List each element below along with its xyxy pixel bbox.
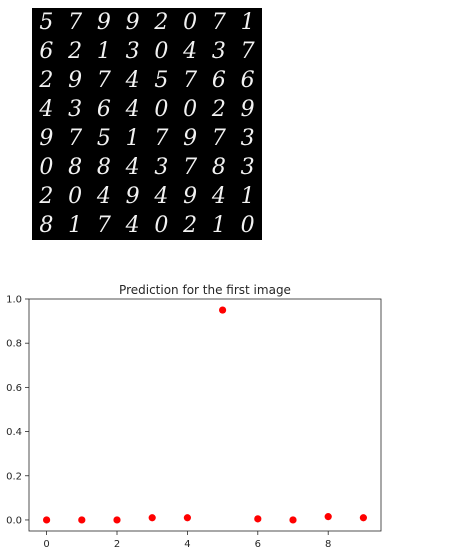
- digit-cell: 0: [183, 9, 198, 35]
- digit-cell: 6: [39, 38, 54, 64]
- digit-cell: 5: [39, 9, 54, 35]
- digit-cell: 4: [125, 96, 140, 122]
- data-point: [219, 306, 227, 314]
- digit-cell: 3: [240, 125, 255, 151]
- x-tick-label: 8: [325, 539, 331, 550]
- y-axis-ticks: 0.0 0.2 0.4 0.6 0.8 1.0: [6, 295, 29, 526]
- data-point: [324, 513, 332, 521]
- chart-title: Prediction for the first image: [119, 283, 291, 297]
- digit-cell: 4: [154, 183, 169, 209]
- digit-cell: 7: [240, 38, 255, 64]
- digit-cell: 0: [154, 212, 169, 238]
- digit-cell: 7: [211, 9, 226, 35]
- data-points: [43, 306, 367, 524]
- data-point: [254, 515, 262, 523]
- x-tick-label: 4: [184, 539, 190, 550]
- digit-cell: 9: [183, 125, 198, 151]
- digit-cell: 5: [154, 67, 169, 93]
- data-point: [78, 516, 86, 524]
- data-point: [43, 516, 51, 524]
- digit-cell: 1: [240, 9, 255, 35]
- digit-cell: 4: [96, 183, 111, 209]
- digit-cell: 4: [125, 212, 140, 238]
- digit-cell: 2: [68, 38, 83, 64]
- y-tick-label: 0.8: [6, 339, 22, 350]
- prediction-chart: Prediction for the first image 0 2 4 6 8 0.0…: [6, 283, 382, 550]
- data-point: [148, 514, 156, 522]
- digit-cell: 7: [68, 125, 83, 151]
- digit-cell: 1: [211, 212, 226, 238]
- digit-cell: 2: [39, 183, 54, 209]
- y-tick-label: 0.4: [6, 427, 22, 438]
- digit-cell: 9: [183, 183, 198, 209]
- digit-cell: 0: [240, 212, 255, 238]
- digit-cell: 0: [183, 96, 198, 122]
- digit-cell: 4: [125, 67, 140, 93]
- digit-cell: 6: [211, 67, 226, 93]
- digit-cell: 8: [39, 212, 54, 238]
- data-point: [113, 516, 121, 524]
- digit-cell: 2: [39, 67, 54, 93]
- x-tick-label: 6: [255, 539, 261, 550]
- y-tick-label: 1.0: [6, 295, 22, 306]
- x-tick-label: 0: [43, 539, 49, 550]
- y-tick-label: 0.6: [6, 383, 22, 394]
- digit-cell: 7: [68, 9, 83, 35]
- y-tick-label: 0.0: [6, 515, 22, 526]
- plot-frame: [28, 298, 382, 532]
- digit-cell: 7: [154, 125, 169, 151]
- data-point: [183, 514, 191, 522]
- digit-cell: 4: [211, 183, 226, 209]
- x-axis-ticks: 0 2 4 6 8: [43, 531, 331, 550]
- digit-cell: 9: [125, 183, 140, 209]
- digit-cell: 3: [211, 38, 226, 64]
- digit-cell: 6: [240, 67, 255, 93]
- y-tick-label: 0.2: [6, 471, 22, 482]
- digit-cell: 9: [240, 96, 255, 122]
- digit-cell: 2: [211, 96, 226, 122]
- digit-cell: 1: [96, 38, 111, 64]
- digit-cell: 1: [240, 183, 255, 209]
- digit-cell: 7: [96, 212, 111, 238]
- digit-cell: 6: [96, 96, 111, 122]
- digit-cell: 0: [68, 183, 83, 209]
- x-tick-label: 2: [114, 539, 120, 550]
- digit-cell: 4: [39, 96, 54, 122]
- digit-cell: 5: [96, 125, 111, 151]
- digit-cell: 3: [240, 154, 255, 180]
- digit-cell: 8: [96, 154, 111, 180]
- digit-cell: 3: [68, 96, 83, 122]
- digit-cell: 3: [125, 38, 140, 64]
- digit-cell: 3: [154, 154, 169, 180]
- digit-cell: 7: [211, 125, 226, 151]
- data-point: [289, 516, 297, 524]
- digit-cell: 4: [183, 38, 198, 64]
- digit-cell: 7: [183, 67, 198, 93]
- digit-cell: 1: [125, 125, 140, 151]
- digit-cell: 2: [183, 212, 198, 238]
- digit-cell: 1: [68, 212, 83, 238]
- digit-cell: 9: [96, 9, 111, 35]
- digit-cell: 9: [125, 9, 140, 35]
- digit-cell: 7: [183, 154, 198, 180]
- digit-cell: 4: [125, 154, 140, 180]
- digit-cell: 7: [96, 67, 111, 93]
- digit-cell: 9: [68, 67, 83, 93]
- digit-cell: 2: [154, 9, 169, 35]
- digit-cell: 8: [211, 154, 226, 180]
- data-point: [359, 514, 367, 522]
- digit-cell: 9: [39, 125, 54, 151]
- digit-cell: 0: [154, 38, 169, 64]
- digit-cell: 0: [39, 154, 54, 180]
- digit-cell: 0: [154, 96, 169, 122]
- digit-cell: 8: [68, 154, 83, 180]
